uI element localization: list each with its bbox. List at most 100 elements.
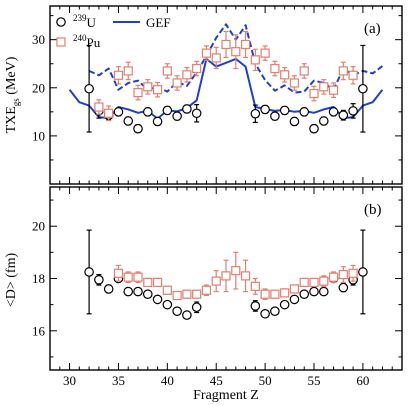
u239-point-a-42 bbox=[182, 104, 192, 114]
u239-point-b-37 bbox=[133, 286, 143, 297]
u239-point-a-58 bbox=[338, 110, 349, 121]
pu240-point-a-40 bbox=[162, 66, 172, 76]
x-tick-label-40: 40 bbox=[161, 373, 174, 388]
pu240-point-a-38 bbox=[143, 82, 153, 92]
pu240-point-b-46 bbox=[221, 271, 231, 281]
u239-point-a-43 bbox=[191, 108, 202, 119]
u239-point-a-56 bbox=[318, 116, 329, 126]
pu240-point-b-47 bbox=[231, 266, 241, 276]
pu240-point-b-39 bbox=[152, 277, 163, 288]
pu240-point-b-55 bbox=[309, 277, 319, 288]
u239-point-a-60 bbox=[358, 83, 368, 94]
pu240-point-b-54 bbox=[299, 277, 309, 288]
u239-point-a-37 bbox=[133, 123, 143, 134]
u239-point-b-42 bbox=[182, 310, 192, 320]
pu240-point-a-39 bbox=[152, 85, 163, 95]
y-tick-label-b-18: 18 bbox=[32, 271, 45, 286]
y-tick-label-b-16: 16 bbox=[32, 323, 46, 338]
u239-point-b-49 bbox=[250, 301, 261, 311]
pu240-point-a-51 bbox=[270, 63, 280, 74]
pu240-point-b-40 bbox=[162, 285, 172, 295]
pu240-point-a-44 bbox=[201, 48, 212, 58]
pu240-point-b-45 bbox=[211, 276, 221, 286]
panel-b-label: (b) bbox=[364, 202, 382, 218]
x-axis-label: Fragment Z bbox=[193, 388, 259, 403]
pu240-point-b-44 bbox=[201, 285, 212, 295]
u239-point-a-38 bbox=[142, 107, 153, 117]
u239-point-b-33 bbox=[94, 275, 104, 285]
gef-solid-line bbox=[68, 57, 384, 120]
pu240-point-a-50 bbox=[260, 48, 270, 58]
pu240-point-a-52 bbox=[280, 70, 290, 80]
panel-a-txe: 10 20 30 (a) TXEgs (MeV) 239U 240Pu GEF bbox=[4, 5, 403, 185]
u239-point-a-32 bbox=[84, 83, 94, 94]
u239-point-a-55 bbox=[309, 123, 319, 134]
y-tick-label-a-20: 20 bbox=[32, 80, 45, 95]
u239-point-b-50 bbox=[260, 308, 270, 319]
u239-point-b-53 bbox=[289, 294, 300, 305]
u239-point-a-35 bbox=[113, 107, 124, 117]
u239-point-a-39 bbox=[152, 116, 163, 127]
panel-a-ticks: 10 20 30 bbox=[32, 6, 403, 185]
legend-u239-label: 239U bbox=[73, 13, 97, 30]
panel-a-data-marks bbox=[84, 30, 368, 134]
pu240-point-a-57 bbox=[328, 85, 339, 95]
pu240-point-b-42 bbox=[182, 289, 192, 299]
u239-point-a-51 bbox=[270, 111, 280, 121]
pu240-point-b-49 bbox=[250, 281, 260, 291]
pu240-point-a-55 bbox=[309, 88, 319, 99]
pu240-point-a-41 bbox=[172, 78, 182, 88]
x-tick-label-45: 45 bbox=[210, 373, 223, 388]
u239-point-a-57 bbox=[328, 107, 339, 117]
pu240-point-a-59 bbox=[348, 70, 358, 80]
u239-point-b-60 bbox=[358, 267, 368, 277]
u239-point-b-41 bbox=[172, 306, 182, 316]
u239-point-b-39 bbox=[152, 294, 163, 305]
pu240-point-a-45 bbox=[211, 53, 221, 63]
y-tick-label-a-30: 30 bbox=[32, 32, 45, 47]
pu240-point-b-59 bbox=[348, 268, 358, 278]
pu240-point-b-52 bbox=[280, 288, 290, 298]
u239-point-a-41 bbox=[172, 111, 182, 121]
pu240-point-b-38 bbox=[143, 277, 153, 288]
u239-point-a-52 bbox=[279, 105, 290, 116]
panel-b-mean-distance: 30 35 40 45 50 55 60 16 18 20 (b) <D> (fm) Fragme… bbox=[4, 186, 403, 403]
u239-point-b-32 bbox=[84, 267, 94, 277]
pu240-point-a-54 bbox=[299, 66, 309, 76]
x-tick-label-30: 30 bbox=[63, 373, 76, 388]
pu240-point-b-51 bbox=[270, 289, 280, 299]
u239-point-a-59 bbox=[348, 106, 358, 116]
legend-u239-marker bbox=[56, 17, 66, 27]
pu240-point-b-53 bbox=[289, 284, 300, 294]
pu240-point-a-35 bbox=[113, 70, 124, 80]
panel-a-label: (a) bbox=[364, 21, 381, 37]
pu240-point-a-43 bbox=[192, 63, 202, 74]
x-tick-label-55: 55 bbox=[308, 373, 321, 388]
u239-point-b-52 bbox=[279, 299, 290, 310]
y-tick-label-b-20: 20 bbox=[32, 219, 45, 234]
pu240-point-a-56 bbox=[319, 82, 329, 92]
u239-point-b-55 bbox=[309, 286, 319, 297]
u239-point-b-38 bbox=[142, 289, 153, 299]
pu240-point-a-49 bbox=[250, 55, 260, 65]
x-tick-label-60: 60 bbox=[356, 373, 369, 388]
u239-point-a-36 bbox=[123, 116, 134, 126]
legend-gef-label: GEF bbox=[146, 15, 171, 30]
u239-point-b-51 bbox=[270, 306, 280, 316]
legend: 239U 240Pu GEF bbox=[56, 13, 171, 50]
legend-pu240-label: 240Pu bbox=[73, 33, 101, 50]
pu240-point-a-42 bbox=[182, 70, 192, 80]
pu240-point-a-48 bbox=[240, 39, 251, 50]
x-tick-label-50: 50 bbox=[259, 373, 272, 388]
u239-point-b-40 bbox=[162, 299, 173, 310]
u239-point-b-54 bbox=[299, 289, 310, 299]
u239-point-a-40 bbox=[162, 105, 173, 116]
panel-b-data-marks bbox=[84, 229, 368, 320]
pu240-point-b-43 bbox=[192, 289, 202, 299]
u239-point-a-49 bbox=[250, 108, 261, 119]
u239-point-b-36 bbox=[123, 286, 134, 297]
u239-point-a-53 bbox=[289, 116, 300, 127]
pu240-point-b-37 bbox=[133, 272, 143, 282]
pu240-point-a-37 bbox=[133, 87, 143, 98]
